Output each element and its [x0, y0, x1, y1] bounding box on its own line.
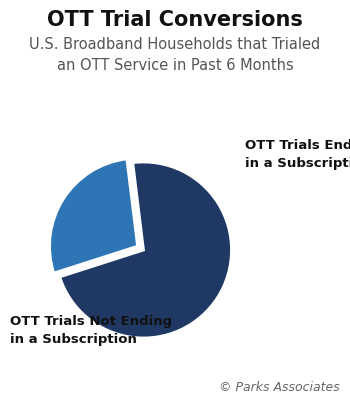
Wedge shape	[50, 159, 138, 273]
Text: U.S. Broadband Households that Trialed
an OTT Service in Past 6 Months: U.S. Broadband Households that Trialed a…	[29, 37, 321, 73]
Text: OTT Trials Ending
in a Subscription: OTT Trials Ending in a Subscription	[245, 138, 350, 170]
Text: OTT Trial Conversions: OTT Trial Conversions	[47, 10, 303, 30]
Wedge shape	[60, 162, 231, 338]
Text: © Parks Associates: © Parks Associates	[219, 381, 340, 394]
Text: OTT Trials Not Ending
in a Subscription: OTT Trials Not Ending in a Subscription	[10, 314, 173, 346]
